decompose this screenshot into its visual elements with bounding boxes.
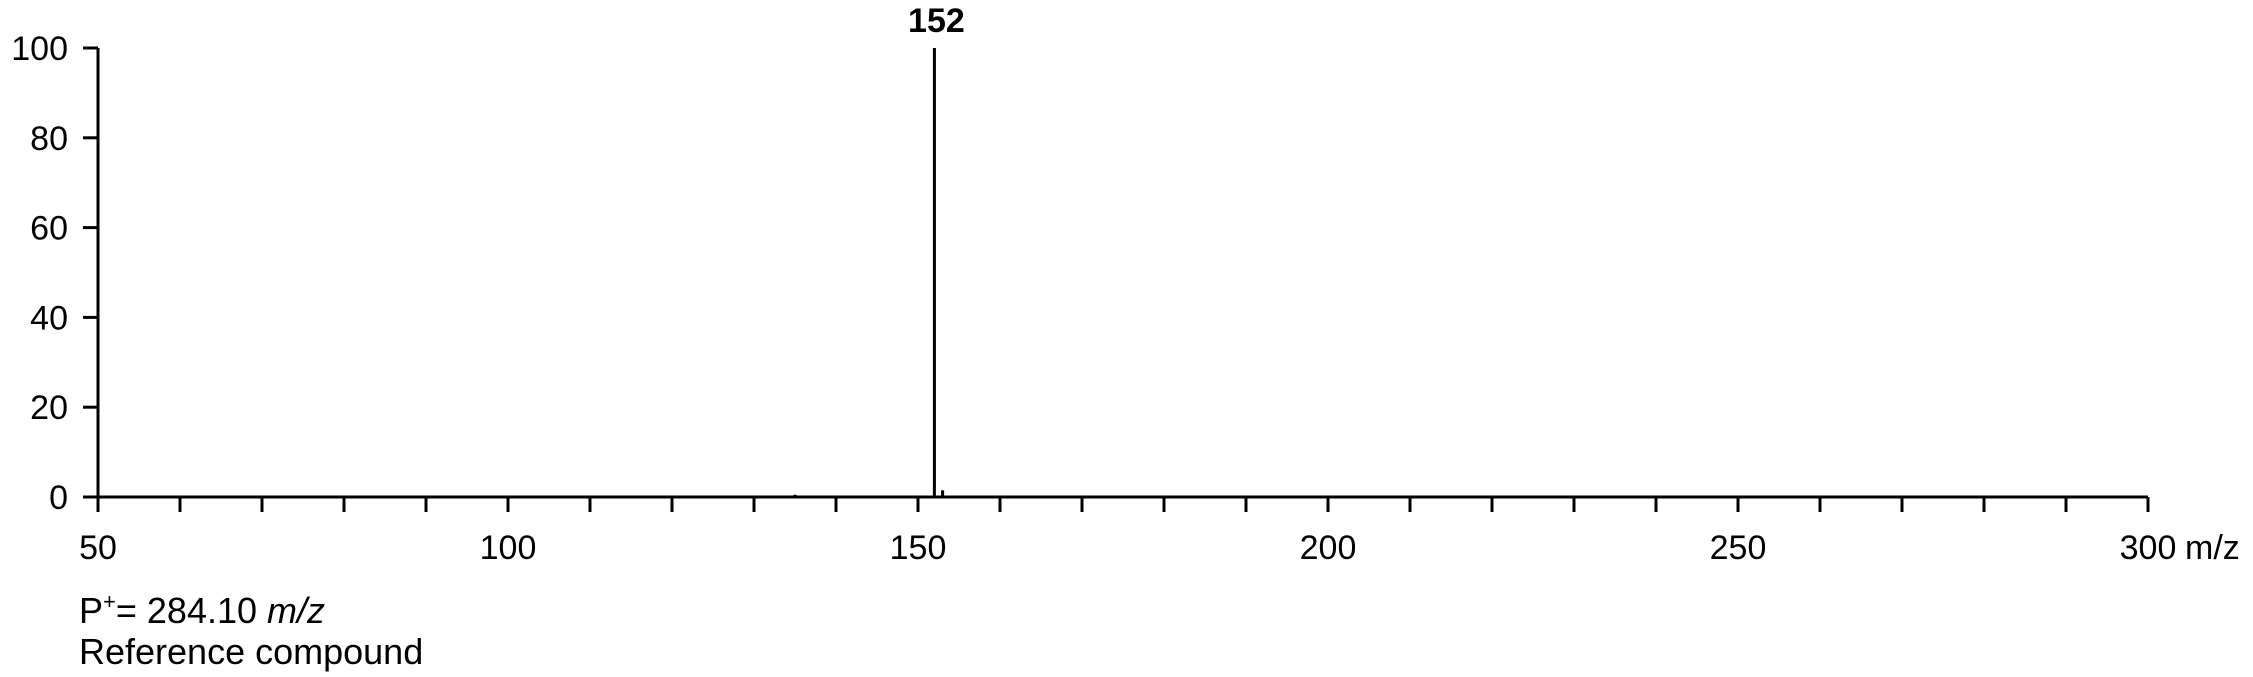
x-tick-label: 300 xyxy=(2120,529,2177,567)
x-axis-label: m/z xyxy=(2185,529,2240,567)
x-tick-label: 150 xyxy=(890,529,947,567)
precursor-charge-sup: + xyxy=(103,589,116,614)
x-axis: 50 100 150 200 250 300 m/z xyxy=(79,495,2240,567)
peak-label: 152 xyxy=(908,2,965,40)
y-tick-label: 0 xyxy=(49,479,68,517)
x-tick-label: 200 xyxy=(1300,529,1357,567)
y-tick-label: 80 xyxy=(30,120,68,158)
precursor-ion-note: P+= 284.10 m/z xyxy=(79,582,325,631)
y-tick-label: 60 xyxy=(30,210,68,248)
x-tick-label: 50 xyxy=(79,529,117,567)
y-tick-label: 40 xyxy=(30,299,68,337)
precursor-value: = 284.10 xyxy=(115,590,268,631)
precursor-unit: m/z xyxy=(267,590,326,631)
y-tick-label: 20 xyxy=(30,389,68,427)
y-axis: 0 20 40 60 80 100 xyxy=(11,30,100,517)
y-tick-label: 100 xyxy=(11,30,68,68)
peaks: 152 xyxy=(793,2,965,497)
x-tick-label: 100 xyxy=(480,529,537,567)
chart-caption: Reference compound xyxy=(79,631,424,672)
x-tick-label: 250 xyxy=(1710,529,1767,567)
precursor-prefix: P xyxy=(79,590,104,631)
